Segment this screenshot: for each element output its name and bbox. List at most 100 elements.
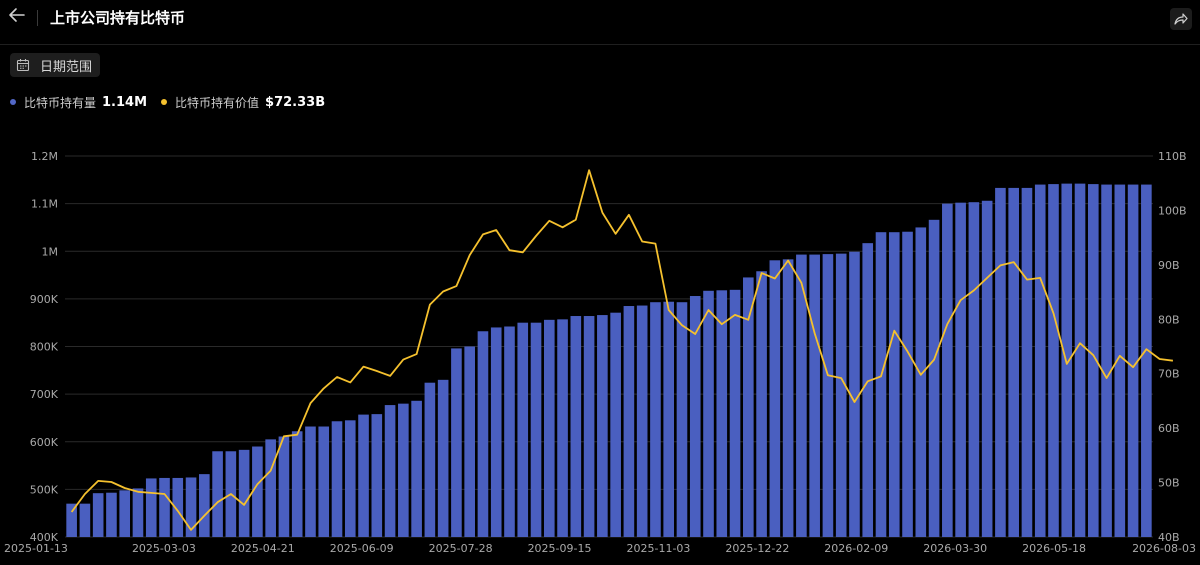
y-left-tick: 700K (30, 388, 59, 401)
holdings-bar (915, 227, 927, 537)
y-right-tick: 100B (1158, 204, 1187, 217)
share-icon[interactable] (1170, 8, 1192, 30)
holdings-bar (689, 296, 701, 537)
holdings-bar (557, 319, 568, 537)
holdings-bar (729, 289, 741, 537)
holdings-bar (543, 319, 555, 537)
x-tick: 2025-07-28 (429, 542, 493, 555)
x-tick: 2026-08-03 (1132, 542, 1196, 555)
holdings-bar (119, 490, 131, 537)
y-left-tick: 900K (30, 293, 59, 306)
y-right-tick: 80B (1158, 313, 1180, 326)
holdings-bar (809, 254, 820, 537)
holdings-bar (636, 305, 648, 537)
holdings-bar (384, 405, 396, 537)
legend-value-holdings: 1.14M (102, 94, 148, 110)
holdings-bar (185, 477, 197, 537)
holdings-bar (822, 254, 834, 538)
holdings-bar (358, 414, 369, 537)
holdings-bar (172, 477, 184, 537)
holdings-bar (331, 421, 343, 537)
holdings-bar (888, 232, 900, 537)
holdings-bar (424, 382, 436, 537)
holdings-bar (530, 322, 542, 537)
holdings-bar (995, 187, 1006, 537)
legend-dot-holdings (10, 99, 16, 105)
y-right-tick: 90B (1158, 259, 1180, 272)
x-tick: 2025-04-21 (231, 542, 295, 555)
holdings-bar (583, 316, 595, 537)
holdings-bar (769, 260, 781, 537)
holdings-bar (490, 327, 502, 537)
holdings-bar (942, 203, 953, 537)
holdings-bar (305, 426, 316, 537)
y-right-tick: 40B (1158, 531, 1180, 544)
holdings-bar (1034, 184, 1046, 537)
x-tick: 2026-03-30 (923, 542, 987, 555)
y-right-tick: 50B (1158, 477, 1180, 490)
holdings-bar (1008, 187, 1019, 537)
holdings-bar (212, 451, 223, 537)
legend-dot-value (161, 99, 168, 105)
legend-value-value: $72.33B (265, 94, 326, 110)
page-title: 上市公司持有比特币 (50, 9, 186, 27)
holdings-bar (145, 478, 157, 537)
holdings-bar (1021, 187, 1033, 537)
holdings-bar (398, 403, 409, 537)
header-divider (37, 10, 38, 26)
holdings-bar (955, 202, 966, 538)
holdings-bar (464, 346, 475, 537)
holdings-bar (796, 254, 807, 537)
holdings-bar (504, 326, 515, 537)
holdings-bar (371, 414, 383, 537)
y-right-tick: 70B (1158, 368, 1180, 381)
legend-name-value[interactable]: 比特币持有价值 (175, 95, 260, 110)
holdings-bar (1101, 184, 1112, 537)
holdings-bar (1087, 184, 1099, 537)
holdings-bar (199, 474, 210, 537)
holdings-bar (411, 400, 422, 537)
holdings-bar (756, 271, 767, 537)
x-tick: 2025-06-09 (330, 542, 394, 555)
y-left-tick: 500K (30, 483, 59, 496)
holdings-bar (265, 439, 276, 537)
y-left-tick: 1.1M (31, 198, 58, 211)
holdings-bar (1114, 184, 1126, 537)
holdings-bar (676, 302, 688, 537)
holdings-bar (716, 290, 728, 537)
holdings-bar (663, 301, 675, 537)
header-bar: 上市公司持有比特币 (0, 0, 1200, 45)
value-line (70, 169, 1174, 531)
holdings-bar (835, 253, 847, 537)
holdings-bar (782, 259, 794, 537)
x-tick: 2026-05-18 (1022, 542, 1086, 555)
holdings-bar (238, 449, 250, 537)
holdings-bar (1141, 184, 1152, 537)
holdings-bar (862, 243, 874, 537)
legend-name-holdings[interactable]: 比特币持有量 (24, 95, 97, 110)
x-tick: 2025-09-15 (528, 542, 592, 555)
btc-holdings-chart[interactable]: 400K 500K 600K 700K 800K 900K 1M 1.1M 1.2M 40B 50B… (0, 140, 1200, 565)
holdings-bar (437, 379, 449, 537)
back-arrow-icon[interactable] (6, 6, 28, 30)
date-range-button[interactable]: 日期范围 (10, 53, 101, 77)
holdings-bar (252, 446, 263, 537)
holdings-bar (92, 493, 104, 537)
y-left-tick: 400K (30, 531, 59, 544)
holdings-bar (517, 322, 529, 537)
holdings-bar (1048, 184, 1059, 537)
holdings-bar (318, 426, 330, 537)
y-right-tick: 110B (1158, 150, 1187, 163)
holdings-bar (79, 503, 91, 537)
holdings-bar (477, 331, 489, 537)
holdings-bar (451, 348, 462, 537)
holdings-bar (1127, 184, 1139, 537)
holdings-bar (597, 315, 608, 537)
holdings-bar (623, 306, 635, 537)
x-tick: 2025-11-03 (626, 542, 690, 555)
holdings-bar (902, 231, 913, 537)
x-tick: 2025-01-13 (4, 542, 68, 555)
calendar-icon (16, 59, 30, 72)
date-range-label: 日期范围 (40, 59, 93, 75)
x-tick: 2025-12-22 (725, 542, 789, 555)
